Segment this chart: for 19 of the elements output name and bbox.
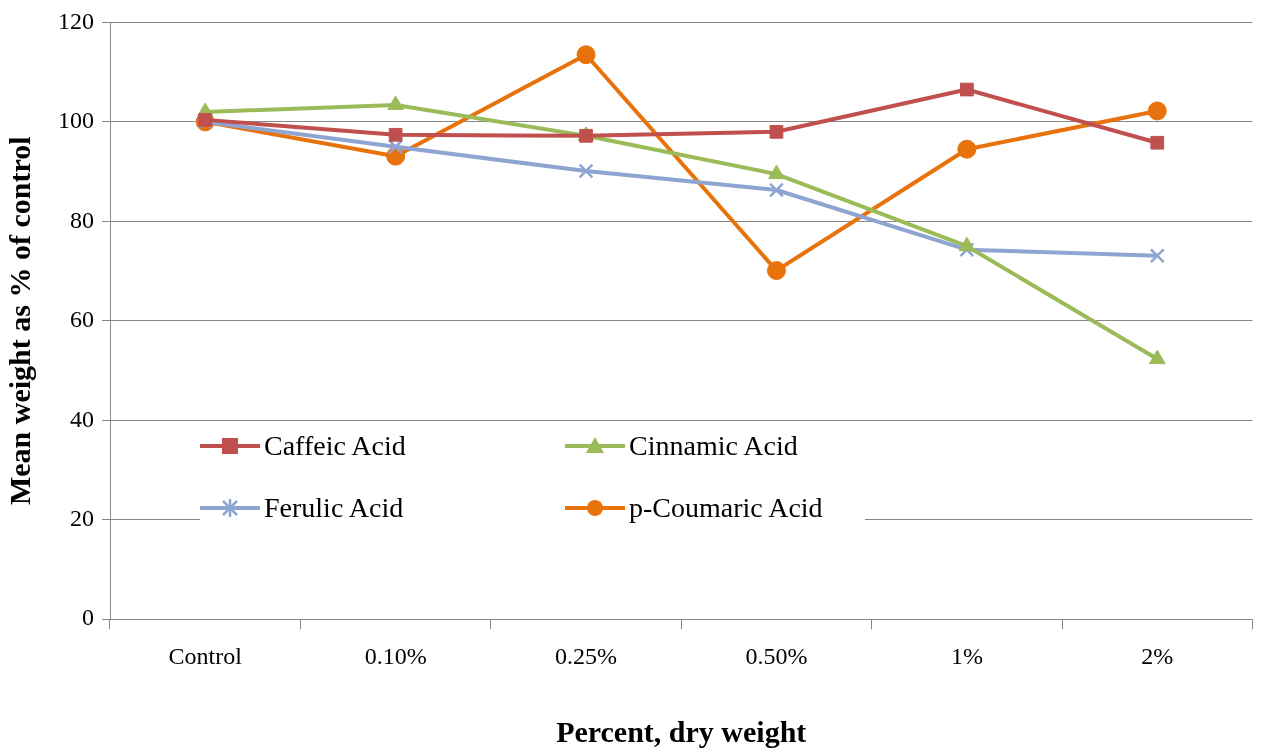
x-tick-label: Control [168,642,243,669]
y-tick-label: 60 [70,306,94,333]
y-tick-label: 100 [58,107,94,134]
y-tick-label: 80 [70,206,94,233]
x-axis-title: Percent, dry weight [556,714,807,748]
legend-label: p-Coumaric Acid [629,492,823,524]
legend-label: Ferulic Acid [264,492,404,524]
y-tick-label: 0 [82,604,94,631]
x-tick-label: 0.50% [745,642,808,669]
x-tick-label: 2% [1141,642,1174,669]
x-tick-label: 0.10% [364,642,427,669]
y-tick-label: 40 [70,405,94,432]
legend-label: Caffeic Acid [264,430,406,462]
y-axis-title: Mean weight as % of control [2,136,36,506]
x-tick-label: 0.25% [555,642,618,669]
x-tick-label: 1% [950,642,983,669]
y-tick-label: 120 [58,7,94,34]
legend-label: Cinnamic Acid [629,430,798,462]
y-tick-label: 20 [70,505,94,532]
